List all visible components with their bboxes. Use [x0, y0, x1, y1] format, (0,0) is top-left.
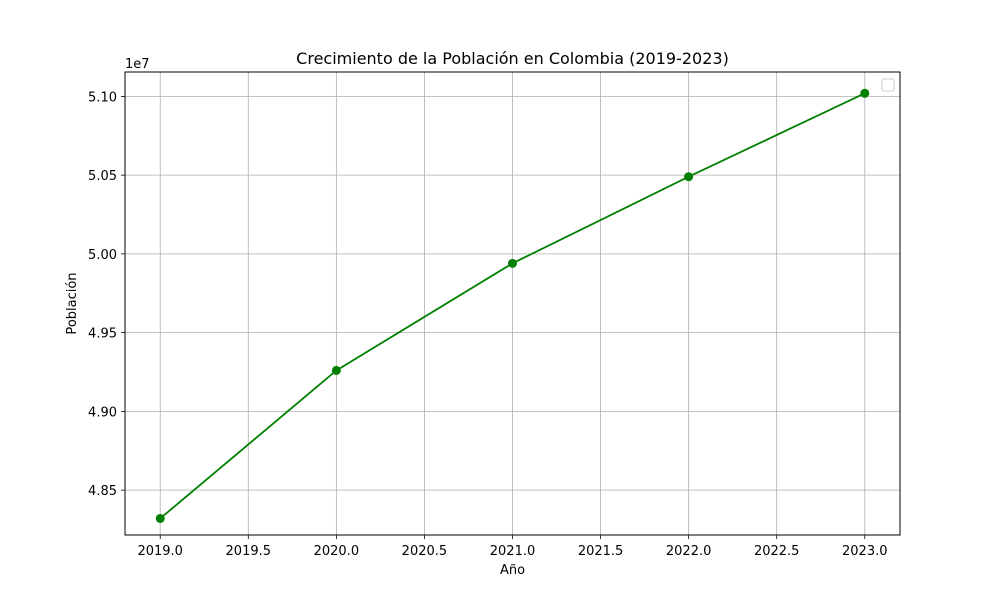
x-axis-ticks: 2019.0 2019.5 2020.0 2020.5 2021.0 2021.5 2022…: [137, 535, 888, 559]
data-point: [331, 365, 341, 375]
x-tick-label: 2021.5: [578, 544, 624, 559]
x-axis-label: Año: [500, 563, 525, 578]
x-tick-label: 2020.0: [314, 544, 360, 559]
y-tick-label: 5.05: [88, 169, 117, 184]
x-tick-label: 2022.5: [754, 544, 800, 559]
x-tick-label: 2022.0: [666, 544, 712, 559]
data-point: [508, 258, 517, 268]
y-tick-label: 4.95: [88, 327, 117, 342]
y-axis-offset-label: 1e7: [125, 57, 150, 72]
y-tick-label: 4.85: [88, 484, 117, 499]
plot-area-frame: [124, 71, 901, 536]
data-point: [684, 172, 694, 182]
x-tick-label: 2020.5: [402, 544, 448, 559]
y-axis-label: Población: [65, 272, 80, 334]
data-point: [155, 513, 165, 523]
legend-box: [881, 78, 895, 92]
data-series: [155, 88, 870, 523]
chart-title: Crecimiento de la Población en Colombia …: [296, 49, 729, 68]
data-point: [860, 88, 870, 98]
x-tick-label: 2021.0: [490, 544, 536, 559]
grid-lines: [125, 72, 900, 535]
y-tick-label: 5.10: [88, 90, 117, 105]
x-tick-label: 2019.0: [137, 544, 183, 559]
y-axis-ticks: 4.85 4.90 4.95 5.00 5.05 5.10: [88, 90, 125, 499]
x-tick-label: 2023.0: [842, 544, 888, 559]
y-tick-label: 5.00: [88, 248, 117, 263]
x-tick-label: 2019.5: [226, 544, 272, 559]
y-tick-label: 4.90: [88, 405, 117, 420]
